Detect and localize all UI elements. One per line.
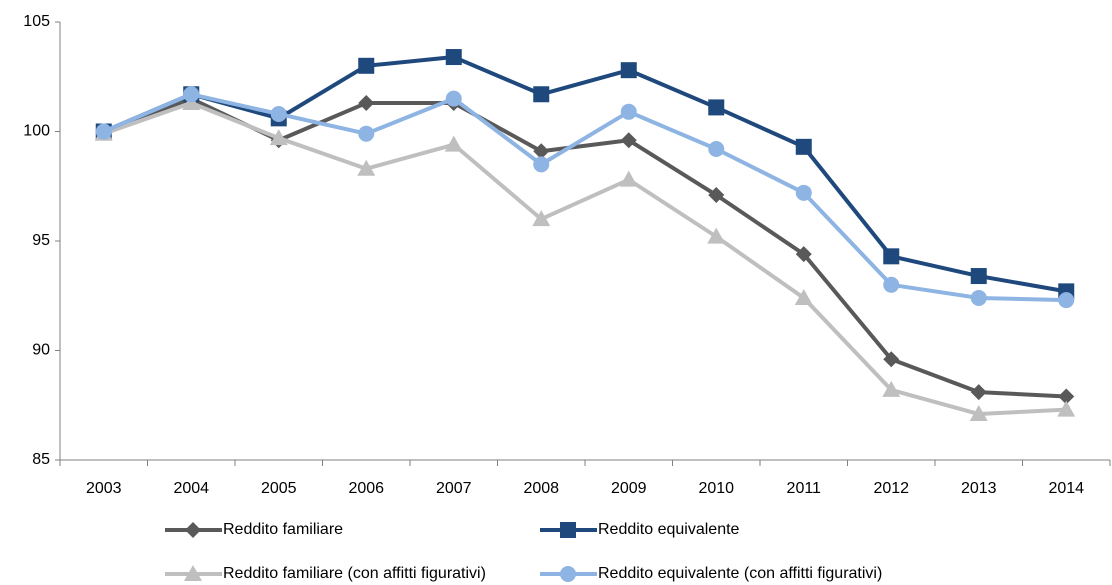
series-line [103,96,1067,399]
point [270,105,287,122]
series-line [102,92,1067,303]
point [444,135,463,152]
point [883,276,900,293]
y-tick-label: 85 [32,451,50,468]
point [533,143,550,160]
legend-marker [184,565,202,581]
point [358,95,375,112]
y-tick-label: 100 [23,123,50,140]
point [532,210,551,227]
point [358,57,375,74]
series-line [103,101,1067,417]
series-line [102,55,1067,294]
x-tick-label: 2005 [261,480,297,497]
point [707,227,726,244]
point [1057,400,1076,417]
y-tick-label: 105 [23,13,50,30]
point [883,351,900,368]
point [183,86,200,103]
point [795,184,812,201]
x-tick-label: 2012 [873,480,909,497]
point [708,141,725,158]
x-tick-label: 2013 [961,480,997,497]
point [445,49,462,66]
x-tick-label: 2004 [173,480,209,497]
x-tick-label: 2007 [436,480,472,497]
point [883,248,900,265]
legend-marker [560,522,576,538]
point [533,156,550,173]
x-tick-label: 2009 [611,480,647,497]
point [269,129,288,146]
x-tick-label: 2008 [523,480,559,497]
point [533,86,550,103]
point [970,289,987,306]
point [445,90,462,107]
legend-label: Reddito equivalente [598,521,740,538]
point [882,380,901,397]
x-tick-label: 2014 [1048,480,1084,497]
x-tick-label: 2010 [698,480,734,497]
legend-label: Reddito familiare [223,521,343,538]
x-tick-label: 2006 [348,480,384,497]
legend-marker [185,522,201,538]
point [708,187,725,204]
point [794,288,813,305]
x-tick-label: 2003 [86,480,122,497]
point [970,268,987,285]
x-tick-label: 2011 [787,480,822,497]
point [1058,388,1075,405]
legend-label: Reddito equivalente (con affitti figurat… [598,565,882,582]
legend-label: Reddito familiare (con affitti figurativ… [223,565,486,582]
point [95,123,112,140]
point [708,99,725,116]
point [795,246,812,263]
point [620,103,637,120]
y-tick-label: 95 [32,232,50,249]
point [969,405,988,422]
point [795,138,812,155]
legend-marker [560,566,576,582]
point [620,62,637,79]
point [619,170,638,187]
point [1058,292,1075,309]
point [357,159,376,176]
point [358,125,375,142]
point [620,132,637,149]
y-tick-label: 90 [32,342,50,359]
point [970,384,987,401]
